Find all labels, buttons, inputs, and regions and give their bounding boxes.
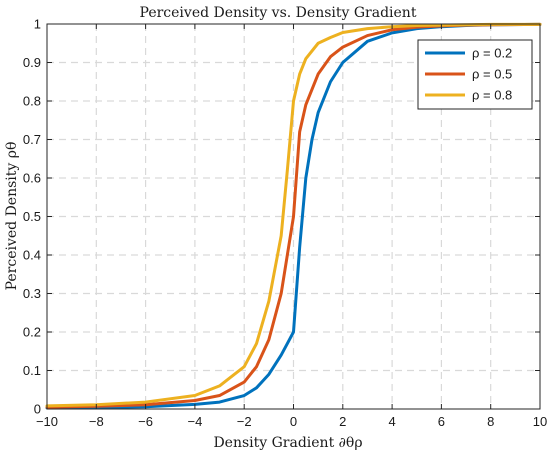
- legend-label-3: ρ = 0.8: [472, 88, 512, 103]
- legend-label-2: ρ = 0.5: [472, 67, 512, 82]
- axis-ticks: −10 −8 −6 −4 −2 0 2 4 6 8 10 0 0.1 0.2 0.3 0.4 0.5 0.6 0.7…: [23, 17, 547, 430]
- series-line-3: [45, 22, 542, 408]
- x-tick-label: 10: [533, 414, 547, 429]
- series-lines: [45, 22, 542, 410]
- y-axis-label: Perceived Density ρθ: [4, 142, 20, 291]
- y-tick-label: 0.9: [23, 55, 41, 70]
- x-tick-label: −4: [187, 414, 202, 429]
- y-tick-label: 0.6: [23, 171, 41, 186]
- legend: ρ = 0.2 ρ = 0.5 ρ = 0.8: [417, 39, 533, 110]
- legend-label-1: ρ = 0.2: [472, 46, 512, 61]
- y-tick-label: 1: [34, 17, 41, 32]
- y-tick-label: 0.4: [23, 248, 41, 263]
- y-tick-label: 0.2: [23, 325, 41, 340]
- y-tick-label: 0.7: [23, 132, 41, 147]
- x-tick-label: −6: [138, 414, 153, 429]
- chart-title: Perceived Density vs. Density Gradient: [140, 5, 417, 21]
- y-tick-label: 0.8: [23, 94, 41, 109]
- y-tick-label: 0.1: [23, 363, 41, 378]
- x-tick-label: 8: [487, 414, 494, 429]
- y-tick-label: 0.3: [23, 286, 41, 301]
- x-axis-label: Density Gradient ∂θρ: [213, 435, 362, 451]
- x-tick-label: 4: [388, 414, 395, 429]
- x-tick-label: 6: [438, 414, 445, 429]
- x-tick-label: 0: [290, 414, 297, 429]
- x-tick-label: −2: [237, 414, 252, 429]
- x-tick-label: −10: [36, 414, 58, 429]
- x-tick-label: −8: [89, 414, 104, 429]
- x-tick-label: 2: [339, 414, 346, 429]
- y-tick-label: 0: [34, 402, 41, 417]
- y-tick-label: 0.5: [23, 209, 41, 224]
